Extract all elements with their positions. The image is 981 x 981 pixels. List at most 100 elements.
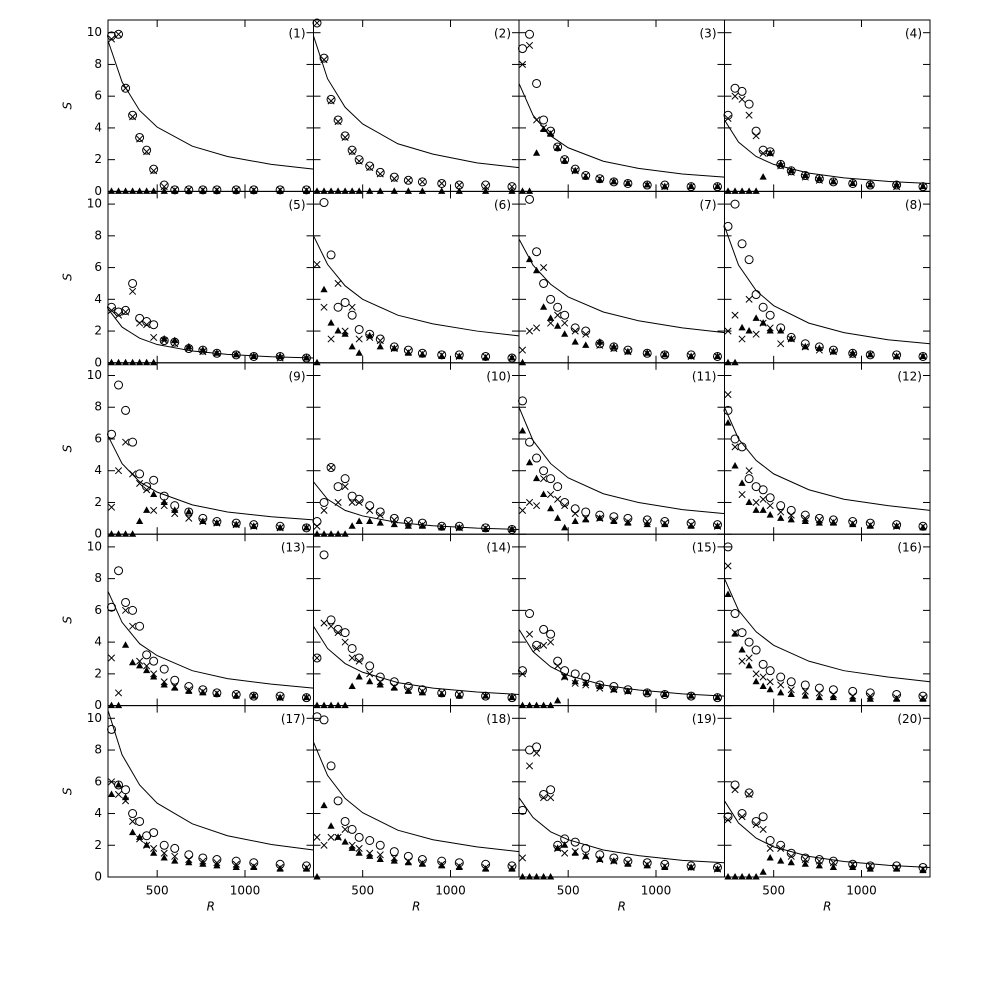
model-curve (518, 629, 725, 697)
panel-frame (518, 19, 725, 192)
model-curve (724, 226, 931, 345)
circle-point (170, 675, 180, 685)
triangle-point (327, 187, 335, 194)
triangle-point (404, 522, 412, 529)
triangle-point (849, 863, 857, 870)
triangle-point (661, 690, 669, 697)
triangle-point (128, 828, 137, 836)
cross-point (547, 638, 555, 646)
panel-frame (313, 362, 520, 535)
triangle-point (724, 358, 732, 366)
triangle-point (738, 187, 746, 194)
model-curve (107, 710, 314, 851)
circle-point (326, 250, 336, 260)
y-axis-label: S (61, 616, 75, 624)
triangle-point (160, 187, 168, 194)
panel-frame (107, 533, 314, 707)
triangle-point (829, 347, 837, 355)
triangle-point (713, 693, 722, 701)
triangle-point (185, 507, 193, 515)
circle-point (333, 482, 343, 492)
triangle-point (366, 852, 374, 859)
y-tick-label: 2 (94, 324, 102, 338)
model-curve (313, 741, 520, 853)
triangle-point (518, 427, 527, 434)
circle-point (347, 643, 357, 653)
triangle-point (582, 679, 590, 686)
circle-point (128, 809, 138, 819)
triangle-point (418, 350, 426, 358)
panel-title: (11) (692, 369, 717, 383)
circle-point (723, 221, 733, 231)
triangle-point (482, 187, 490, 194)
triangle-point (661, 350, 669, 358)
triangle-point (160, 680, 168, 688)
triangle-point (919, 695, 927, 702)
circle-point (107, 31, 117, 41)
triangle-point (199, 860, 207, 867)
triangle-point (114, 701, 123, 709)
y-tick-label: 0 (94, 870, 102, 884)
circle-point (553, 656, 563, 666)
y-axis-label: S (61, 273, 75, 281)
triangle-point (713, 865, 722, 872)
cross-point (752, 330, 760, 338)
triangle-point (561, 157, 569, 164)
triangle-point (525, 458, 534, 466)
cross-point (418, 178, 426, 186)
circle-point (121, 405, 131, 415)
circle-point (326, 94, 336, 104)
cross-point (404, 176, 412, 184)
circle-point (159, 840, 169, 850)
triangle-point (150, 490, 158, 498)
triangle-point (404, 687, 412, 694)
triangle-point (561, 523, 569, 531)
triangle-point (341, 530, 349, 537)
cross-point (724, 562, 732, 570)
y-tick-label: 0 (94, 184, 102, 198)
triangle-point (687, 863, 695, 870)
triangle-point (348, 682, 356, 690)
triangle-point (745, 873, 753, 880)
cross-point (376, 170, 384, 178)
cross-point (129, 817, 137, 826)
cross-point (348, 498, 356, 507)
circle-point (135, 621, 145, 631)
cross-point (341, 638, 349, 646)
y-tick-label: 10 (87, 711, 102, 725)
triangle-point (787, 166, 795, 174)
panel-frame (518, 705, 725, 878)
y-tick-label: 6 (94, 431, 102, 445)
circle-point (121, 785, 131, 795)
cross-point (185, 514, 193, 522)
triangle-point (919, 523, 927, 531)
cross-point (129, 622, 137, 630)
cross-point (313, 19, 321, 27)
triangle-point (532, 873, 541, 880)
cross-point (327, 622, 335, 630)
cross-point (518, 506, 527, 514)
cross-point (533, 644, 541, 653)
circle-point (532, 78, 542, 88)
circle-point (319, 715, 329, 725)
circle-point (737, 86, 747, 96)
circle-point (751, 645, 761, 655)
triangle-point (571, 338, 579, 345)
triangle-point (313, 701, 321, 709)
triangle-point (327, 319, 335, 326)
cross-point (554, 495, 562, 503)
circle-point (326, 463, 336, 473)
cross-point (547, 490, 555, 499)
triangle-point (107, 187, 116, 194)
triangle-point (643, 181, 651, 188)
circle-point (333, 796, 343, 806)
triangle-point (199, 346, 207, 353)
panel: (8) (723, 190, 931, 366)
cross-point (540, 264, 548, 272)
circle-point (518, 666, 528, 676)
panel: (3) (518, 19, 725, 194)
circle-point (128, 110, 138, 120)
cross-point (554, 311, 562, 319)
triangle-point (199, 688, 207, 696)
triangle-point (624, 860, 632, 867)
